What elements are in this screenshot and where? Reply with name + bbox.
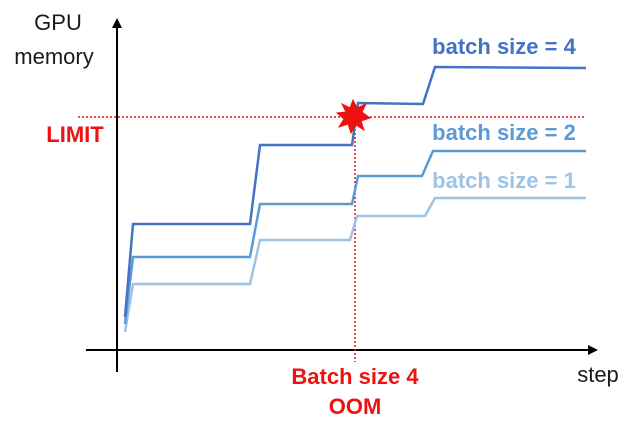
x-axis-label: step: [577, 362, 619, 387]
limit-label: LIMIT: [46, 122, 104, 147]
oom-label-line2: OOM: [329, 394, 382, 419]
series-line-batch-size-4: [123, 65, 587, 318]
series-line-batch-size-2: [123, 149, 586, 325]
explosion-icon: [335, 98, 372, 135]
series-line-batch-size-1: [123, 196, 586, 333]
oom-label-line1: Batch size 4: [291, 364, 419, 389]
y-axis-label-line1: GPU: [34, 10, 82, 35]
series-label-batch-size-4: batch size = 4: [432, 34, 576, 59]
series-label-batch-size-1: batch size = 1: [432, 168, 576, 193]
y-axis-label-line2: memory: [14, 44, 93, 69]
series-label-batch-size-2: batch size = 2: [432, 120, 576, 145]
